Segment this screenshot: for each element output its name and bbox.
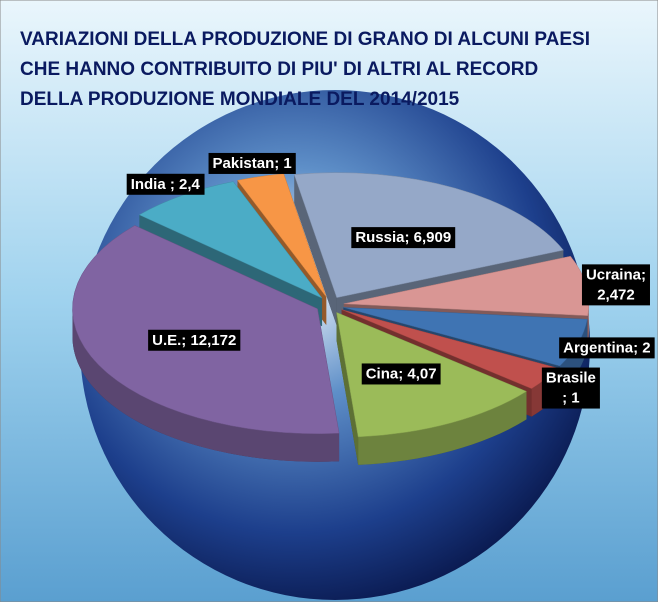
- data-label: Cina; 4,07: [361, 363, 441, 385]
- data-label-text: Russia; 6,909: [355, 229, 451, 246]
- slice-wall: [72, 308, 340, 462]
- data-label: Argentina; 2: [559, 337, 655, 359]
- data-label-box: [559, 337, 655, 359]
- data-label-text: Argentina; 2: [563, 339, 651, 356]
- data-label: Russia; 6,909: [351, 227, 456, 249]
- data-label: Brasile; 1: [541, 367, 600, 409]
- chart-title: VARIAZIONI DELLA PRODUZIONE DI GRANO DI …: [20, 29, 590, 50]
- data-label-box: [581, 264, 650, 306]
- slice-wall: [587, 303, 589, 344]
- data-label: U.E.; 12,172: [148, 329, 241, 351]
- data-label-box: [126, 173, 205, 195]
- data-label-box: [208, 152, 296, 174]
- data-label-text: Pakistan; 1: [213, 155, 292, 172]
- slice-side: [336, 312, 359, 465]
- data-label-text: Ucraina; 2,472: [586, 266, 646, 303]
- data-label-box: [351, 227, 456, 249]
- data-label-text: Brasile; 1: [546, 370, 596, 407]
- data-label: Ucraina; 2,472: [581, 264, 650, 306]
- data-label-text: India ; 2,4: [131, 176, 201, 193]
- data-label-box: [541, 367, 600, 409]
- data-label-text: Cina; 4,07: [366, 365, 437, 382]
- slice-side: [294, 174, 337, 326]
- data-label: India ; 2,4: [126, 173, 205, 195]
- data-label-box: [361, 363, 441, 385]
- slice: [138, 181, 323, 299]
- chart-title: CHE HANNO CONTRIBUITO DI PIU' DI ALTRI A…: [20, 59, 538, 80]
- slice-wall: [358, 391, 527, 465]
- data-label-box: [148, 329, 241, 351]
- data-label: Pakistan; 1: [208, 152, 296, 174]
- slice: [72, 225, 340, 434]
- chart-title: DELLA PRODUZIONE MONDIALE DEL 2014/2015: [20, 89, 460, 110]
- data-label-text: U.E.; 12,172: [152, 332, 236, 349]
